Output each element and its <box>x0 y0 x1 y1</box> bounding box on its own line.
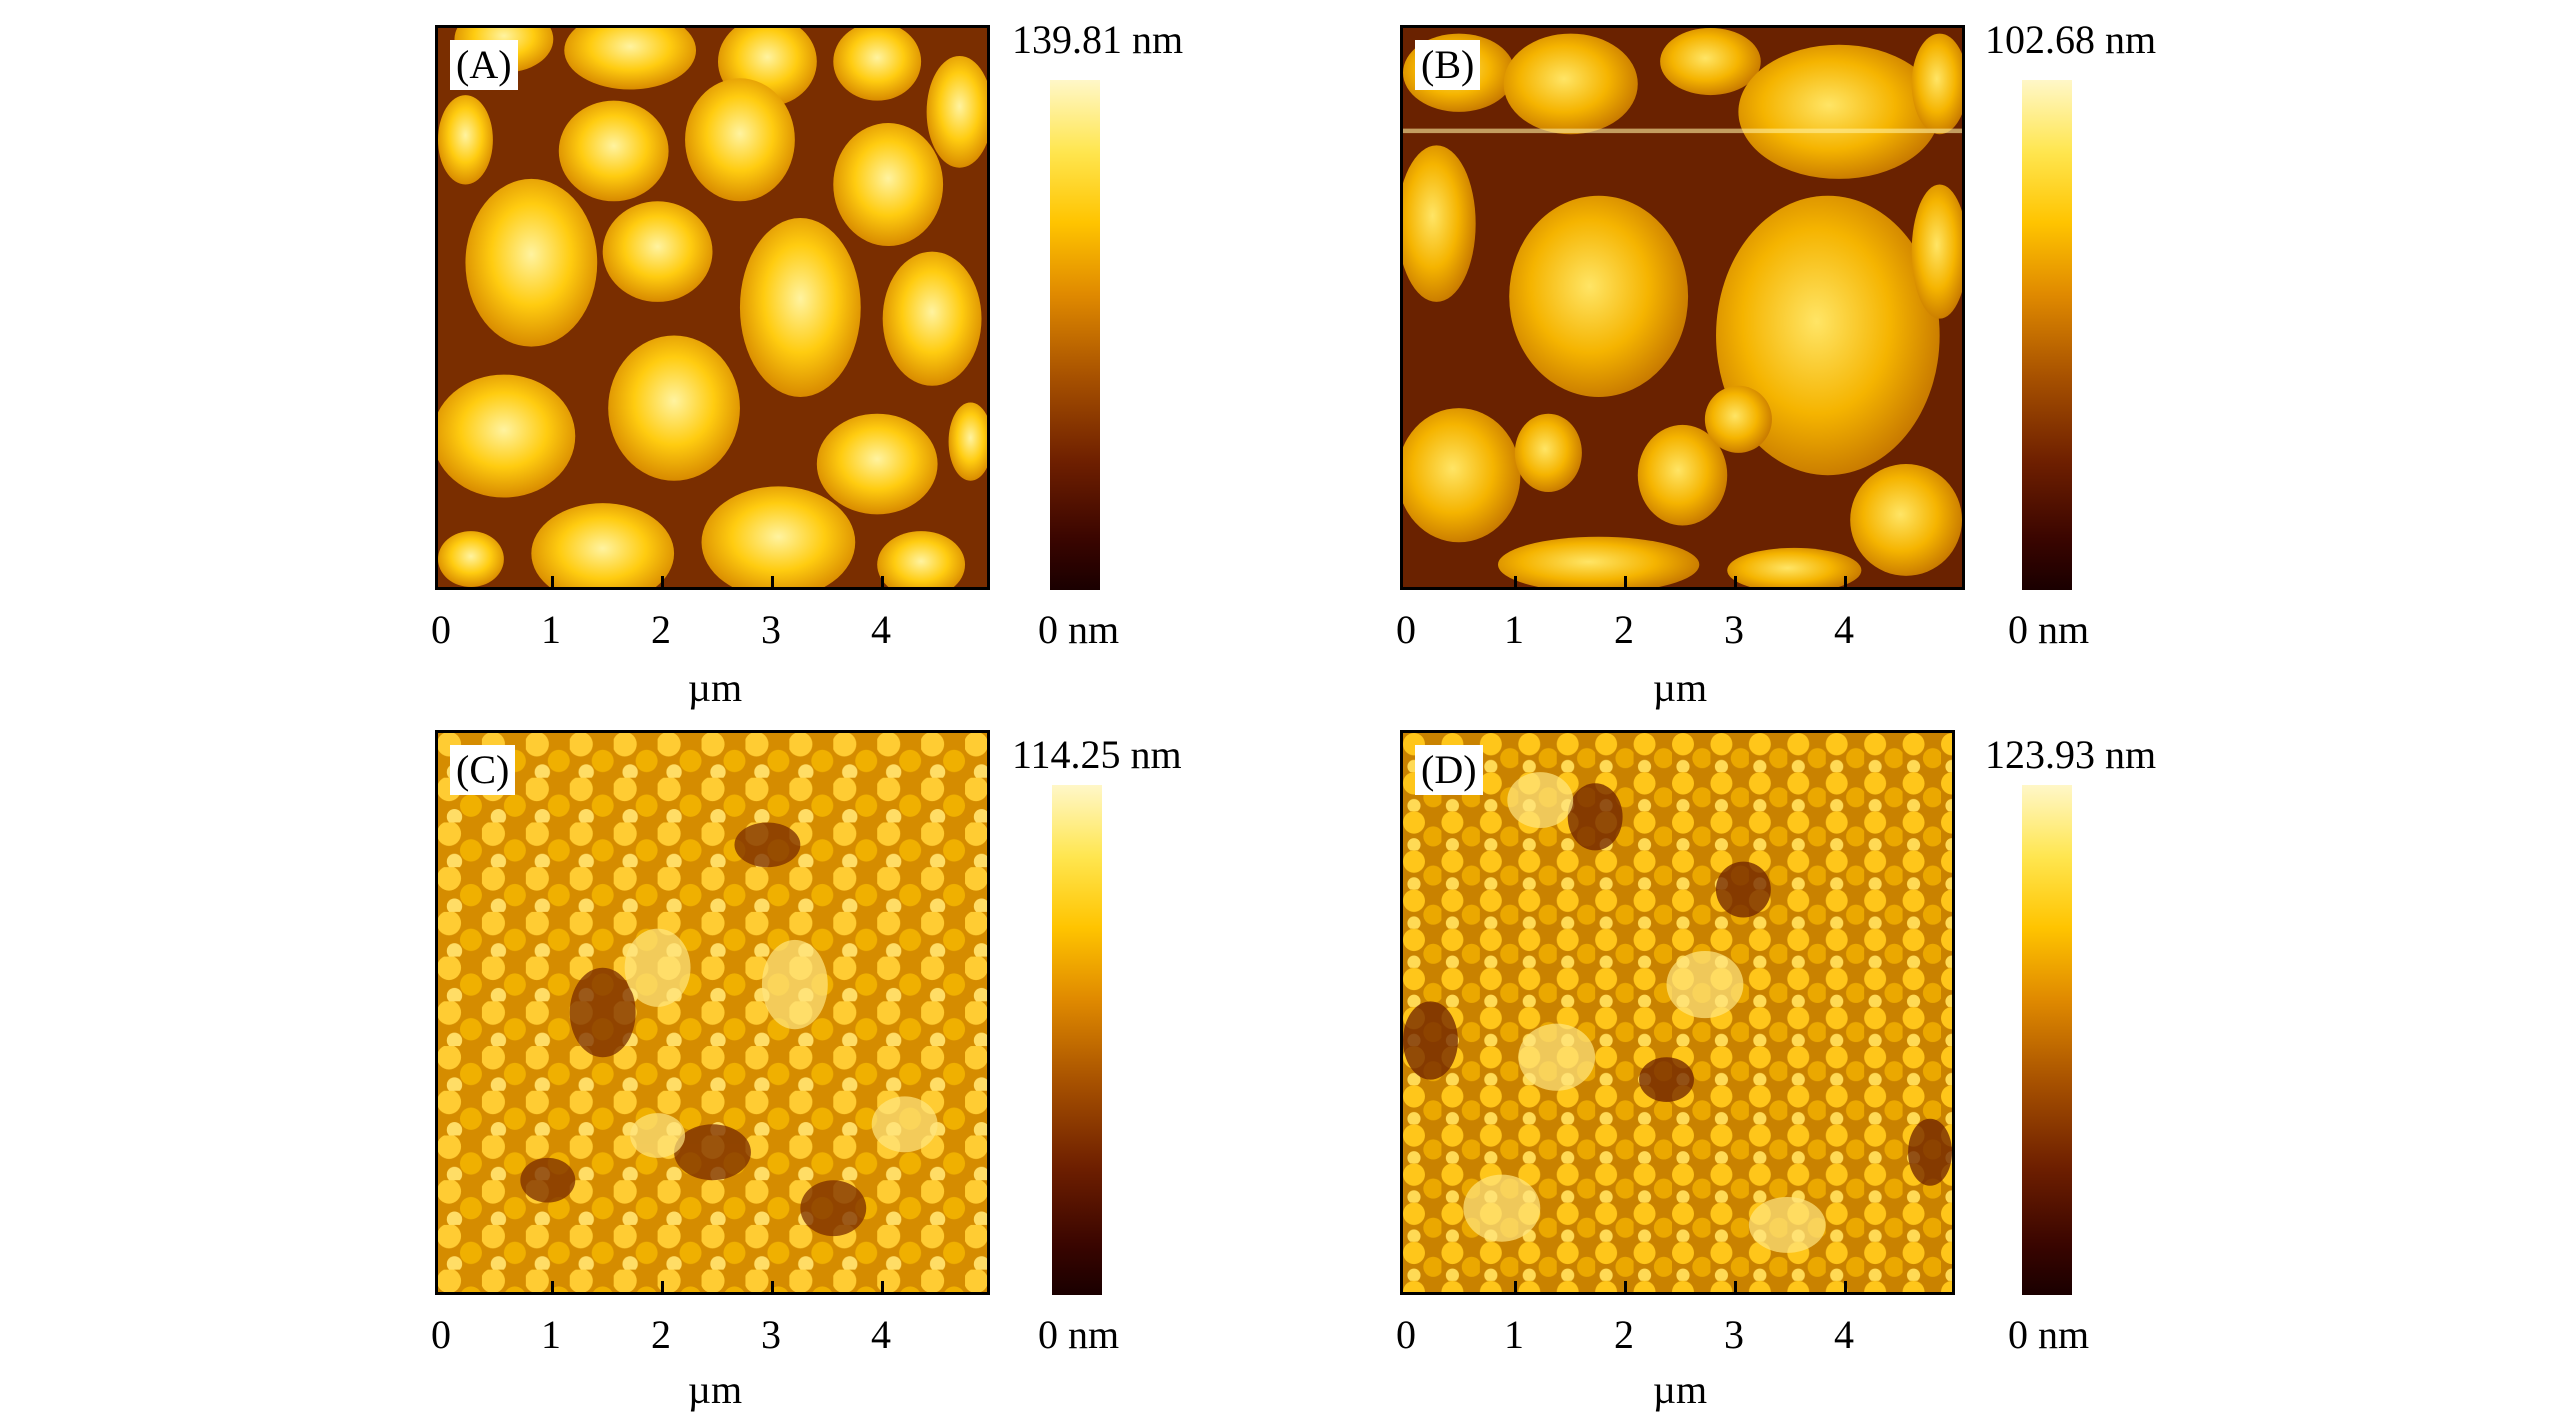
x-tick-d-3 <box>1734 1281 1737 1295</box>
afm-image-a: (A) <box>435 25 990 590</box>
x-tick-label-b-2: 2 <box>1614 607 1634 652</box>
x-tick-label-d-0: 0 <box>1396 1312 1416 1357</box>
x-tick-label-d-3: 3 <box>1724 1312 1744 1357</box>
x-tick-c-1 <box>551 1281 554 1295</box>
x-axis-unit-a: µm <box>687 665 743 710</box>
x-tick-label-c-0: 0 <box>431 1312 451 1357</box>
colorbar-max-a: 139.81 nm <box>1012 17 1184 62</box>
x-tick-a-2 <box>661 576 664 590</box>
x-tick-b-3 <box>1734 576 1737 590</box>
x-tick-label-d-1: 1 <box>1504 1312 1524 1357</box>
x-axis-unit-b: µm <box>1652 665 1708 710</box>
colorbar-max-b: 102.68 nm <box>1985 17 2157 62</box>
afm-texture-a <box>438 28 987 587</box>
afm-image-b: (B) <box>1400 25 1965 590</box>
x-tick-b-4 <box>1844 576 1847 590</box>
x-tick-d-4 <box>1844 1281 1847 1295</box>
afm-image-c: (C) <box>435 730 990 1295</box>
panel-label-d: (D) <box>1415 745 1483 795</box>
colorbar-min-d: 0 nm <box>2008 1312 2090 1357</box>
x-tick-label-b-1: 1 <box>1504 607 1524 652</box>
x-tick-label-a-4: 4 <box>871 607 891 652</box>
x-tick-c-2 <box>661 1281 664 1295</box>
x-tick-label-d-2: 2 <box>1614 1312 1634 1357</box>
x-tick-label-b-0: 0 <box>1396 607 1416 652</box>
afm-texture-c <box>438 733 987 1292</box>
colorbar-c <box>1052 785 1102 1295</box>
x-axis-unit-d: µm <box>1652 1367 1708 1412</box>
x-tick-d-1 <box>1514 1281 1517 1295</box>
colorbar-max-d: 123.93 nm <box>1985 732 2157 777</box>
colorbar-min-b: 0 nm <box>2008 607 2090 652</box>
panel-label-a: (A) <box>450 40 518 90</box>
x-tick-label-d-4: 4 <box>1834 1312 1854 1357</box>
colorbar-a <box>1050 80 1100 590</box>
x-tick-label-a-2: 2 <box>651 607 671 652</box>
panel-label-b: (B) <box>1415 40 1481 90</box>
colorbar-d <box>2022 785 2072 1295</box>
x-tick-c-4 <box>881 1281 884 1295</box>
x-tick-label-b-4: 4 <box>1834 607 1854 652</box>
x-tick-label-a-1: 1 <box>541 607 561 652</box>
colorbar-min-c: 0 nm <box>1038 1312 1120 1357</box>
x-tick-a-4 <box>881 576 884 590</box>
x-tick-a-1 <box>551 576 554 590</box>
x-tick-label-a-0: 0 <box>431 607 451 652</box>
colorbar-b <box>2022 80 2072 590</box>
x-tick-label-c-3: 3 <box>761 1312 781 1357</box>
colorbar-min-a: 0 nm <box>1038 607 1120 652</box>
panel-label-c: (C) <box>450 745 516 795</box>
x-tick-label-b-3: 3 <box>1724 607 1744 652</box>
x-tick-label-c-1: 1 <box>541 1312 561 1357</box>
afm-texture-b <box>1403 28 1962 587</box>
x-tick-label-c-4: 4 <box>871 1312 891 1357</box>
afm-image-d: (D) <box>1400 730 1955 1295</box>
colorbar-max-c: 114.25 nm <box>1012 732 1182 777</box>
x-tick-c-3 <box>771 1281 774 1295</box>
x-tick-label-c-2: 2 <box>651 1312 671 1357</box>
x-tick-a-3 <box>771 576 774 590</box>
x-tick-b-1 <box>1514 576 1517 590</box>
x-tick-b-2 <box>1624 576 1627 590</box>
x-tick-label-a-3: 3 <box>761 607 781 652</box>
x-tick-d-2 <box>1624 1281 1627 1295</box>
afm-texture-d <box>1403 733 1952 1292</box>
x-axis-unit-c: µm <box>687 1367 743 1412</box>
